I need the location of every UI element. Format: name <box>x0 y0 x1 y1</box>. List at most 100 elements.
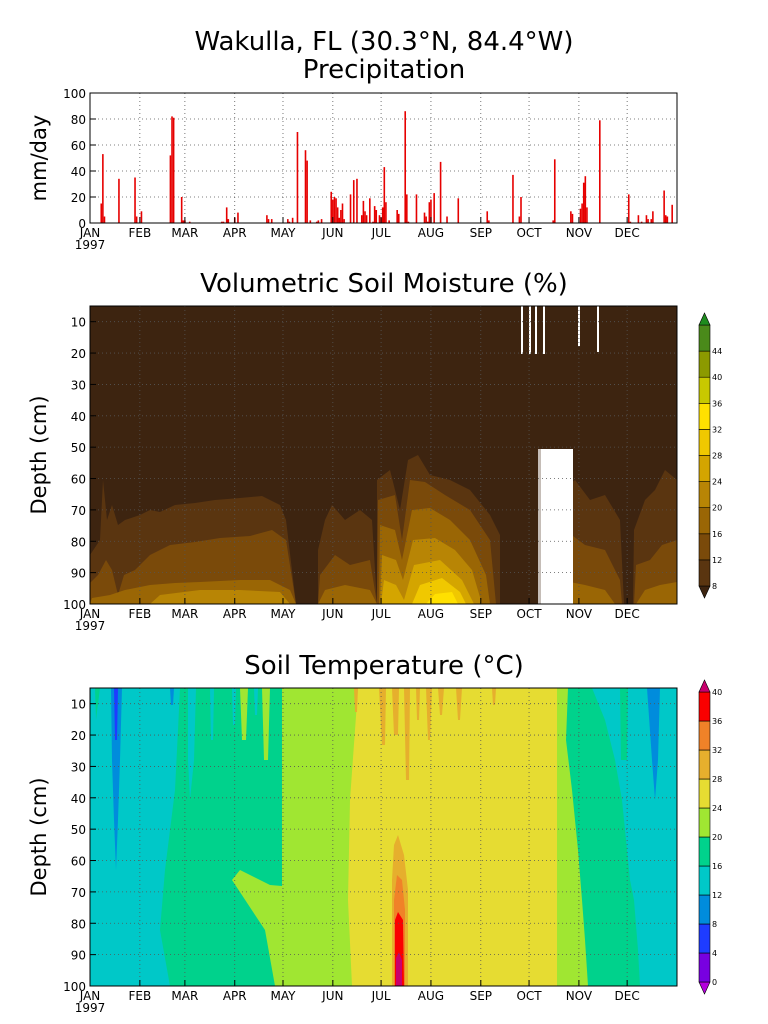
precip-ytick-label: 20 <box>71 191 86 205</box>
precip-ylabel: mm/day <box>27 115 51 202</box>
moist-month-label: SEP <box>470 607 492 621</box>
precip-panel: 0 20 40 60 80 100 JAN FEB MAR APR MAY JUN JUL AUG SEP… <box>63 87 678 252</box>
precip-bar <box>407 221 410 223</box>
moisture-field <box>90 306 677 604</box>
moisture-colorbar-swatch <box>698 533 711 561</box>
moist-ytick-label: 50 <box>71 441 86 455</box>
precip-bar <box>140 211 143 223</box>
moist-month-label: NOV <box>566 607 593 621</box>
precip-month-label: MAY <box>271 226 297 240</box>
moisture-frame <box>89 305 678 605</box>
precip-bar <box>397 213 400 223</box>
temp-month-label: APR <box>223 989 247 1003</box>
temp-year-label: 1997 <box>75 1001 106 1015</box>
temp-ytick-label: 50 <box>71 823 86 837</box>
moisture-colorbar-label: 24 <box>712 478 722 487</box>
moist-month-label: AUG <box>418 607 444 621</box>
precip-bar <box>629 221 632 223</box>
temp-ytick-label: 30 <box>71 760 86 774</box>
precip-month-label: JAN <box>79 226 101 240</box>
precip-month-label: APR <box>223 226 247 240</box>
precip-bar <box>309 220 312 223</box>
moisture-colorbar-label: 36 <box>712 399 722 408</box>
moist-ytick-label: 80 <box>71 535 86 549</box>
precip-bar <box>182 220 185 223</box>
moist-ytick-label: 30 <box>71 378 86 392</box>
precip-bar <box>584 176 587 223</box>
precip-bar <box>171 116 173 223</box>
precip-bar <box>553 159 556 223</box>
precip-bar <box>188 221 191 223</box>
temperature-title: Soil Temperature (°C) <box>244 651 524 681</box>
temperature-band-28 <box>392 688 399 735</box>
precip-bar <box>423 212 426 223</box>
precip-bar <box>372 221 374 223</box>
precip-bar <box>266 215 268 223</box>
temperature-colorbar: 0 4 8 12 16 20 24 28 32 36 40 <box>698 679 722 995</box>
temperature-band-28 <box>492 688 496 705</box>
temperature-colorbar-swatch <box>698 720 711 751</box>
moist-month-label: JUN <box>321 607 343 621</box>
precip-bar <box>640 221 643 223</box>
temperature-colorbar-swatch <box>698 952 711 983</box>
moisture-colorbar-label: 40 <box>712 373 722 382</box>
temperature-colorbar-label: 28 <box>712 775 722 784</box>
temperature-yticks: 10 20 30 40 50 60 70 80 90 100 <box>63 698 96 994</box>
precip-bar <box>237 212 239 223</box>
precip-bar <box>381 207 384 223</box>
precip-bar <box>180 197 183 223</box>
temperature-colorbar-swatch <box>698 749 711 780</box>
precip-bar <box>666 216 669 223</box>
precip-bar <box>270 219 273 223</box>
precip-bar <box>579 208 582 223</box>
precip-year-label: 1997 <box>75 238 106 252</box>
precip-bar <box>343 219 345 223</box>
moisture-yticks: 10 20 30 40 50 60 70 80 90 100 <box>63 316 96 612</box>
temperature-band-12 <box>188 688 196 800</box>
moisture-colorbar-swatch <box>698 455 711 482</box>
precip-bar <box>336 207 339 223</box>
temperature-band-20 <box>232 870 282 986</box>
moisture-grid <box>90 306 677 604</box>
moist-ytick-label: 100 <box>63 598 86 612</box>
moisture-colorbar-swatch <box>698 402 711 430</box>
temperature-colorbar-label: 32 <box>712 746 722 755</box>
temperature-colorbar-swatch <box>698 778 711 809</box>
temp-ytick-label: 90 <box>71 949 86 963</box>
temperature-colorbar-label: 8 <box>712 920 717 929</box>
precip-bar <box>664 215 667 223</box>
temp-month-label: FEB <box>128 989 151 1003</box>
precip-bar <box>375 210 378 223</box>
temperature-colorbar-label: 20 <box>712 833 722 842</box>
moisture-missing <box>541 449 573 604</box>
precip-bar <box>267 219 270 223</box>
temperature-colorbar-label: 16 <box>712 862 722 871</box>
precip-xticks: JAN FEB MAR APR MAY JUN JUL AUG SEP OCT NOV DEC 1997 <box>75 217 640 252</box>
temperature-colorbar-swatch <box>698 691 711 722</box>
moisture-missing <box>597 306 599 352</box>
precip-bar <box>425 216 427 223</box>
temperature-grid <box>90 688 677 986</box>
temperature-band-28 <box>426 688 432 740</box>
moist-month-label: JAN <box>79 607 101 621</box>
precip-month-label: DEC <box>615 226 640 240</box>
temp-month-label: DEC <box>615 989 640 1003</box>
precip-bar <box>333 197 336 223</box>
moisture-panel: 10 20 30 40 50 60 70 80 90 100 JAN FEB MAR APR MAY JUN… <box>63 305 722 633</box>
temp-month-label: OCT <box>516 989 542 1003</box>
moist-ytick-label: 90 <box>71 567 86 581</box>
precip-month-label: JUL <box>371 226 391 240</box>
precip-bar <box>169 155 172 223</box>
precip-bar <box>396 210 398 223</box>
temp-month-label: JAN <box>79 989 101 1003</box>
temperature-band-16 <box>620 688 628 760</box>
precip-bar <box>349 194 352 223</box>
temperature-colorbar-label: 40 <box>712 688 722 697</box>
figure-title: Wakulla, FL (30.3°N, 84.4°W) <box>194 27 573 57</box>
temperature-colorbar-label: 0 <box>712 978 717 987</box>
precip-bar <box>647 219 649 223</box>
precip-bars <box>100 111 673 223</box>
temperature-colorbar-swatch <box>698 807 711 838</box>
precip-month-label: OCT <box>516 226 542 240</box>
